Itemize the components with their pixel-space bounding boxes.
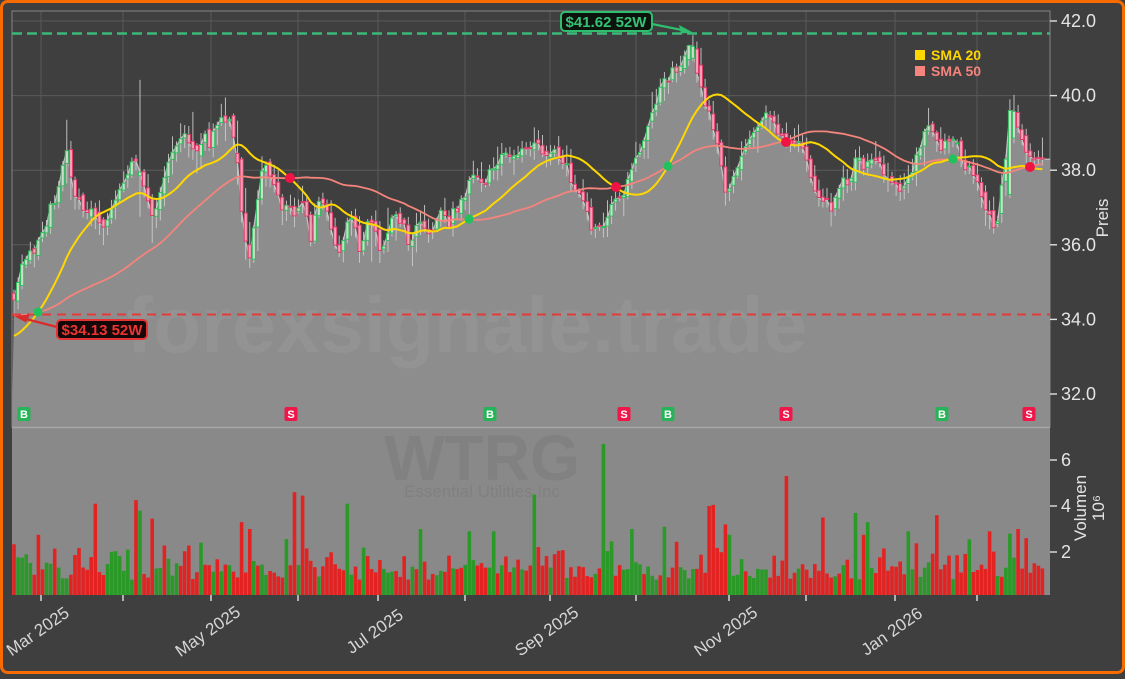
- svg-text:36.0: 36.0: [1061, 235, 1096, 255]
- svg-text:$41.62 52W: $41.62 52W: [566, 14, 648, 31]
- svg-text:B: B: [664, 409, 672, 421]
- svg-text:forexsignale.trade: forexsignale.trade: [127, 280, 808, 369]
- svg-text:S: S: [782, 409, 789, 421]
- svg-text:32.0: 32.0: [1061, 384, 1096, 404]
- svg-text:34.0: 34.0: [1061, 309, 1096, 329]
- svg-text:B: B: [20, 409, 28, 421]
- svg-text:B: B: [938, 409, 946, 421]
- svg-text:Essential Utilities Inc: Essential Utilities Inc: [404, 482, 560, 501]
- svg-text:S: S: [620, 409, 627, 421]
- svg-text:38.0: 38.0: [1061, 160, 1096, 180]
- svg-text:SMA 20: SMA 20: [931, 47, 981, 63]
- svg-text:2: 2: [1061, 542, 1071, 562]
- svg-text:$34.13 52W: $34.13 52W: [62, 322, 144, 339]
- svg-text:4: 4: [1061, 496, 1071, 516]
- svg-text:10⁶: 10⁶: [1089, 495, 1108, 521]
- svg-text:WTRG: WTRG: [384, 422, 580, 494]
- svg-text:B: B: [486, 409, 494, 421]
- svg-text:S: S: [1025, 409, 1032, 421]
- svg-text:S: S: [287, 409, 294, 421]
- svg-text:40.0: 40.0: [1061, 86, 1096, 106]
- svg-text:Preis: Preis: [1093, 199, 1112, 238]
- svg-text:SMA 50: SMA 50: [931, 63, 981, 79]
- svg-text:42.0: 42.0: [1061, 11, 1096, 31]
- svg-text:6: 6: [1061, 450, 1071, 470]
- svg-text:Volumen: Volumen: [1071, 475, 1090, 541]
